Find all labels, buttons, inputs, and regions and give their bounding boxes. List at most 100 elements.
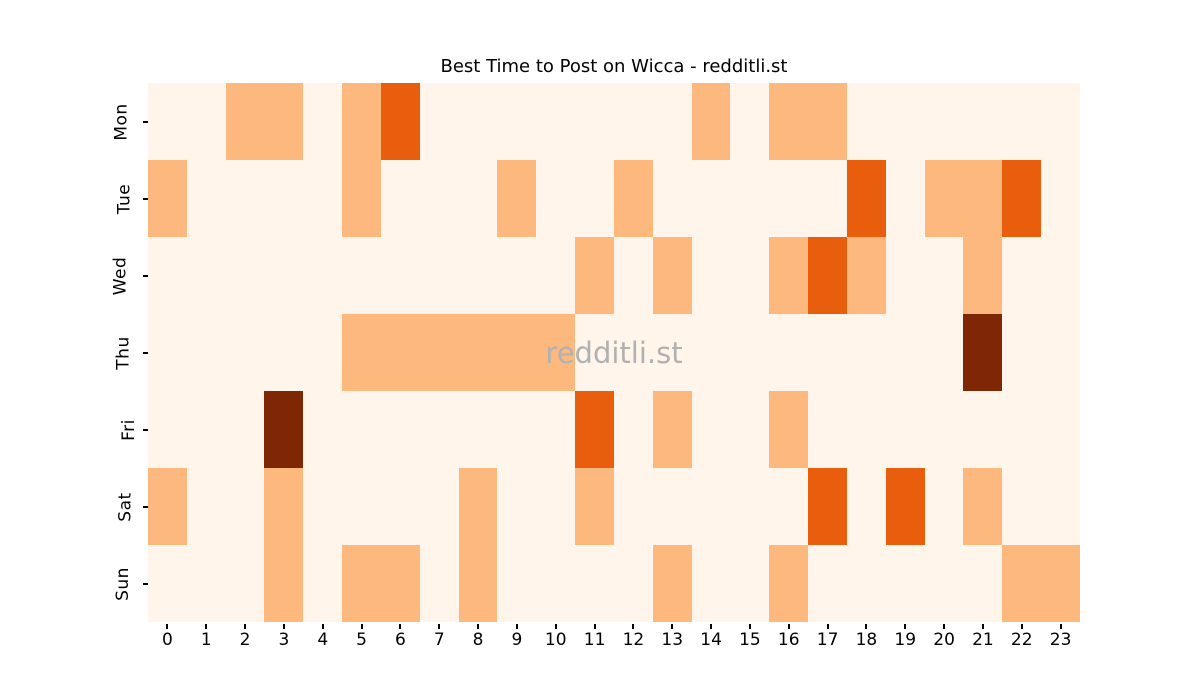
x-tick-label: 18 — [855, 630, 878, 650]
heatmap-cell — [613, 391, 653, 468]
y-axis: Mon Tue Wed Thu Fri Sat Sun — [101, 83, 148, 622]
x-axis-slot: 19 — [886, 624, 925, 650]
heatmap-cell — [769, 160, 809, 237]
y-tick-label: Sun — [113, 566, 134, 601]
heatmap-cell — [342, 391, 381, 468]
y-tick-mark — [143, 582, 148, 585]
heatmap-cell — [497, 391, 537, 468]
heatmap-cell — [691, 83, 731, 160]
x-tick-mark — [710, 624, 713, 629]
heatmap-cell — [808, 160, 847, 237]
heatmap-cell — [769, 545, 809, 622]
x-tick-label: 22 — [1010, 630, 1033, 650]
heatmap-cell — [303, 314, 343, 391]
heatmap-cell — [1041, 237, 1080, 314]
heatmap-cell — [419, 314, 459, 391]
heatmap-cell — [148, 391, 187, 468]
x-tick-mark — [787, 624, 790, 629]
heatmap-plot: redditli.st 0 1 2 3 4 5 6 7 8 9 10 11 12 13 14 15 16 17 18… — [111, 83, 1080, 650]
x-tick-label: 11 — [583, 630, 606, 650]
x-tick-label: 23 — [1049, 630, 1072, 650]
heatmap-cell — [303, 391, 343, 468]
heatmap-cell — [769, 468, 809, 545]
heatmap-cell — [1041, 468, 1080, 545]
heatmap-cell — [380, 391, 420, 468]
heatmap-cell — [380, 160, 420, 237]
x-tick-mark — [205, 624, 208, 629]
heatmap-cell — [652, 545, 692, 622]
x-axis-slot: 14 — [692, 624, 731, 650]
heatmap-cell — [963, 314, 1003, 391]
heatmap-cell — [380, 545, 420, 622]
heatmap-cell — [536, 237, 576, 314]
heatmap-cell — [264, 545, 304, 622]
heatmap-cell — [885, 83, 925, 160]
heatmap-cell — [497, 314, 537, 391]
heatmap-cell — [652, 468, 692, 545]
x-axis-slot: 12 — [614, 624, 653, 650]
x-axis-slot: 13 — [653, 624, 692, 650]
x-axis-slot: 15 — [730, 624, 769, 650]
heatmap-cell — [924, 314, 964, 391]
x-tick-mark — [1020, 624, 1023, 629]
x-tick-mark — [477, 624, 480, 629]
heatmap-cell — [963, 545, 1003, 622]
x-tick-mark — [166, 624, 169, 629]
heatmap-cell — [924, 545, 964, 622]
x-tick-label: 20 — [933, 630, 955, 650]
heatmap-cell — [342, 314, 381, 391]
heatmap-cell — [225, 391, 265, 468]
x-axis-slot: 23 — [1041, 624, 1080, 650]
heatmap-cell — [846, 391, 886, 468]
x-tick-mark — [748, 624, 751, 629]
heatmap-cell — [885, 237, 925, 314]
heatmap-cell — [342, 237, 381, 314]
x-tick-mark — [321, 624, 324, 629]
heatmap-cell — [458, 391, 498, 468]
x-tick-label: 2 — [239, 630, 251, 650]
heatmap-cell — [652, 83, 692, 160]
x-tick-mark — [515, 624, 518, 629]
heatmap-cell — [652, 237, 692, 314]
heatmap-cell — [264, 391, 304, 468]
heatmap-cell — [1041, 391, 1080, 468]
heatmap-cell — [148, 83, 187, 160]
x-tick-label: 12 — [622, 630, 645, 650]
x-tick-mark — [632, 624, 635, 629]
heatmap-cell — [148, 237, 187, 314]
heatmap-cell — [264, 237, 304, 314]
x-axis-slot: 9 — [497, 624, 536, 650]
heatmap-cell — [186, 83, 226, 160]
heatmap-cell — [575, 237, 614, 314]
x-tick-label: 4 — [317, 630, 329, 650]
heatmap-cell — [380, 83, 420, 160]
y-tick-mark — [143, 505, 148, 508]
heatmap-cell — [1002, 545, 1042, 622]
x-tick-label: 8 — [472, 630, 484, 650]
heatmap-cell — [458, 160, 498, 237]
heatmap-cell — [148, 545, 187, 622]
heatmap-cell — [225, 314, 265, 391]
x-axis-slot: 11 — [575, 624, 614, 650]
heatmap-cell — [846, 237, 886, 314]
x-axis-slot: 17 — [808, 624, 847, 650]
heatmap-cell — [186, 160, 226, 237]
heatmap-cell — [536, 468, 576, 545]
chart-title: Best Time to Post on Wicca - redditli.st — [440, 56, 788, 77]
x-tick-label: 6 — [394, 630, 406, 650]
heatmap-cell — [458, 545, 498, 622]
x-tick-label: 0 — [162, 630, 173, 650]
heatmap-cell — [885, 391, 925, 468]
heatmap-cell — [186, 391, 226, 468]
heatmap-cell — [808, 391, 847, 468]
heatmap-cell — [846, 83, 886, 160]
heatmap-cell — [885, 314, 925, 391]
heatmap-cell — [691, 391, 731, 468]
x-tick-mark — [1059, 624, 1062, 629]
y-tick-label: Thu — [113, 335, 134, 370]
heatmap-cell — [575, 314, 614, 391]
heatmap-grid — [148, 83, 1080, 622]
x-tick-mark — [826, 624, 829, 629]
y-tick-mark — [143, 197, 148, 200]
